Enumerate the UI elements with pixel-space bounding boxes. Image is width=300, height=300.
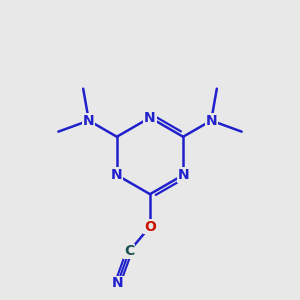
Text: N: N [144,111,156,124]
Text: N: N [111,168,123,182]
Text: O: O [144,220,156,234]
Text: C: C [124,244,134,258]
Text: N: N [206,114,217,128]
Text: N: N [83,114,94,128]
Text: N: N [112,276,123,290]
Text: N: N [177,168,189,182]
